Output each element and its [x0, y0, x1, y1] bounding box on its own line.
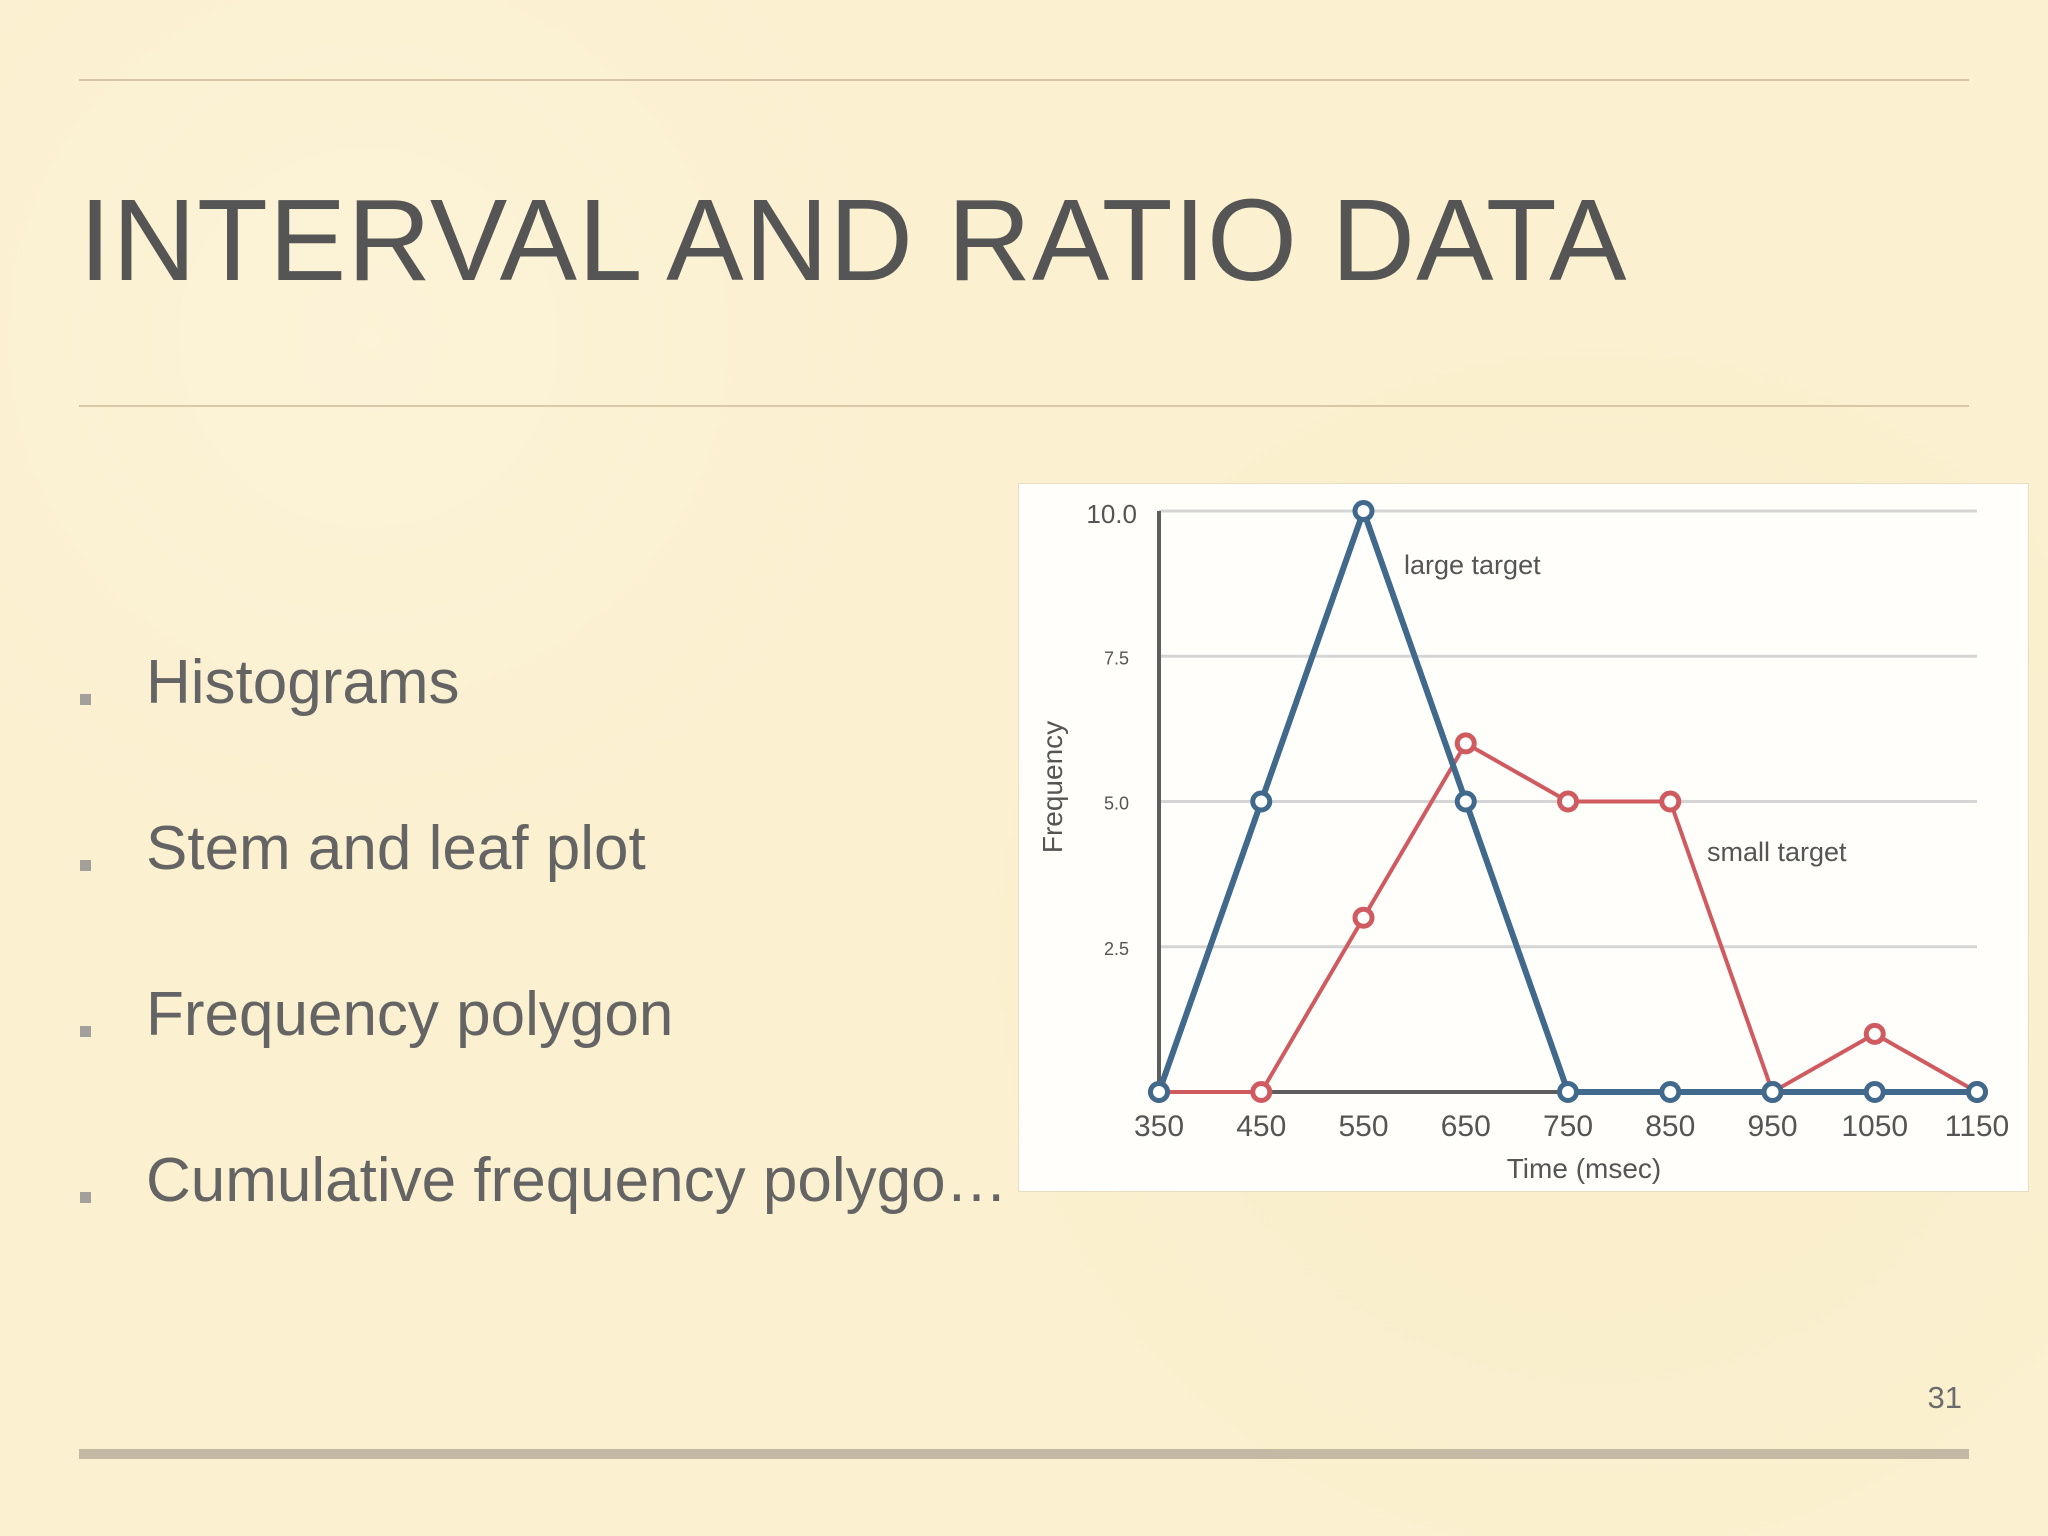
data-point-large-target-1150: [1966, 1081, 1988, 1103]
top-divider: [79, 79, 1969, 81]
data-point-small-target-850: [1659, 790, 1682, 813]
y-tick-label-10-0: 10.0: [1086, 499, 1137, 529]
x-tick-label-1050: 1050: [1841, 1110, 1908, 1143]
y-tick-label-2-5: 2.5: [1104, 939, 1129, 959]
y-tick-label-5-0: 5.0: [1104, 794, 1129, 814]
x-tick-label-550: 550: [1338, 1110, 1388, 1143]
data-point-large-target-1050: [1863, 1081, 1886, 1103]
data-point-small-target-450: [1250, 1081, 1273, 1103]
bullet-stem-leaf-plot: Stem and leaf plot: [146, 814, 646, 883]
bullet-item: Frequency polygon: [79, 972, 1179, 1138]
bullet-item: Cumulative frequency polygo…: [79, 1138, 1179, 1304]
bottom-divider: [79, 1449, 1969, 1459]
bullet-histograms: Histograms: [146, 648, 460, 717]
data-point-large-target-450: [1250, 790, 1273, 813]
y-axis-label: Frequency: [1037, 721, 1068, 853]
bullet-item: Histograms: [79, 640, 1179, 806]
frequency-polygon-svg: 2.5 5.0 7.5 10.0 350 450 550 650 750 850 950 1050 11…: [1019, 484, 2028, 1191]
bullet-square-icon: [80, 860, 91, 871]
bullet-cumulative-frequency-polygon: Cumulative frequency polygo…: [146, 1146, 1008, 1215]
x-axis-label: Time (msec): [1507, 1153, 1662, 1184]
data-point-large-target-750: [1557, 1081, 1579, 1103]
bullet-square-icon: [80, 1026, 91, 1037]
data-point-large-target-350: [1148, 1081, 1170, 1103]
title-divider: [79, 405, 1969, 407]
bullet-square-icon: [80, 694, 91, 705]
data-point-small-target-550: [1352, 906, 1375, 929]
bullet-square-icon: [80, 1192, 91, 1203]
x-tick-label-650: 650: [1441, 1110, 1491, 1143]
series-label-large-target: large target: [1404, 550, 1541, 580]
chart-background: [1019, 484, 2028, 1191]
page-number: 31: [1927, 1380, 1962, 1415]
x-tick-label-350: 350: [1134, 1110, 1184, 1143]
x-tick-label-750: 750: [1543, 1110, 1593, 1143]
x-tick-label-950: 950: [1747, 1110, 1797, 1143]
bullet-list: Histograms Stem and leaf plot Frequency …: [79, 640, 1179, 1304]
bullet-frequency-polygon: Frequency polygon: [146, 980, 674, 1049]
data-point-small-target-1050: [1863, 1022, 1886, 1045]
data-point-large-target-650: [1454, 790, 1477, 813]
data-point-large-target-850: [1659, 1081, 1682, 1103]
bullet-item: Stem and leaf plot: [79, 806, 1179, 972]
data-point-small-target-650: [1454, 732, 1477, 755]
x-tick-label-1150: 1150: [1945, 1110, 2010, 1143]
x-tick-label-450: 450: [1236, 1110, 1286, 1143]
data-point-small-target-750: [1557, 790, 1579, 813]
slide-title: INTERVAL AND RATIO DATA: [79, 175, 1628, 305]
data-point-large-target-950: [1761, 1081, 1784, 1103]
series-label-small-target: small target: [1707, 837, 1847, 867]
y-tick-label-7-5: 7.5: [1104, 648, 1129, 668]
x-tick-label-850: 850: [1645, 1110, 1695, 1143]
data-point-large-target-550: [1352, 500, 1375, 522]
frequency-polygon-chart: 2.5 5.0 7.5 10.0 350 450 550 650 750 850 950 1050 11…: [1019, 484, 2028, 1191]
